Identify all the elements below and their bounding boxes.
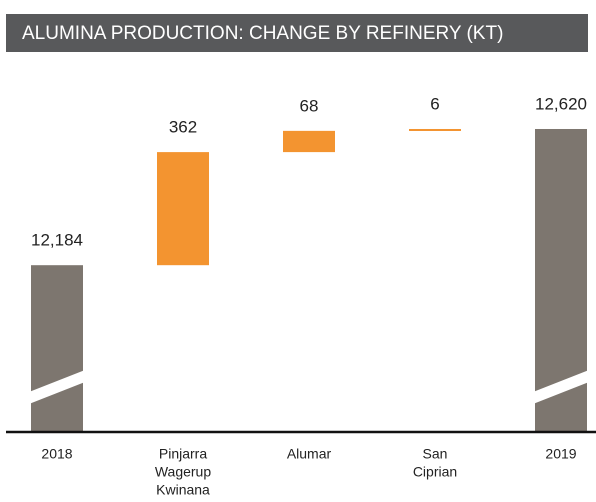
value-label: 68: [300, 96, 319, 115]
value-label: 362: [169, 118, 197, 137]
value-label: 6: [430, 94, 439, 113]
axis-break: [29, 370, 85, 404]
value-label: 12,620: [535, 94, 587, 113]
title-banner: [6, 14, 588, 52]
x-tick-label: Alumar: [287, 446, 332, 462]
change-bar: [157, 152, 209, 266]
axis-break: [533, 370, 589, 404]
x-tick-label: 2018: [41, 446, 72, 462]
x-tick-label: 2019: [545, 446, 576, 462]
x-tick-label: San: [423, 446, 448, 462]
change-bar: [283, 130, 335, 153]
x-tick-label: Pinjarra: [159, 446, 207, 462]
x-tick-label: Wagerup: [155, 464, 212, 480]
change-bar: [409, 128, 461, 131]
x-tick-label: Ciprian: [413, 464, 457, 480]
value-label: 12,184: [31, 231, 83, 250]
total-bar: [31, 265, 83, 432]
chart-title: ALUMINA PRODUCTION: CHANGE BY REFINERY (…: [22, 23, 503, 44]
x-tick-label: Kwinana: [156, 482, 210, 497]
